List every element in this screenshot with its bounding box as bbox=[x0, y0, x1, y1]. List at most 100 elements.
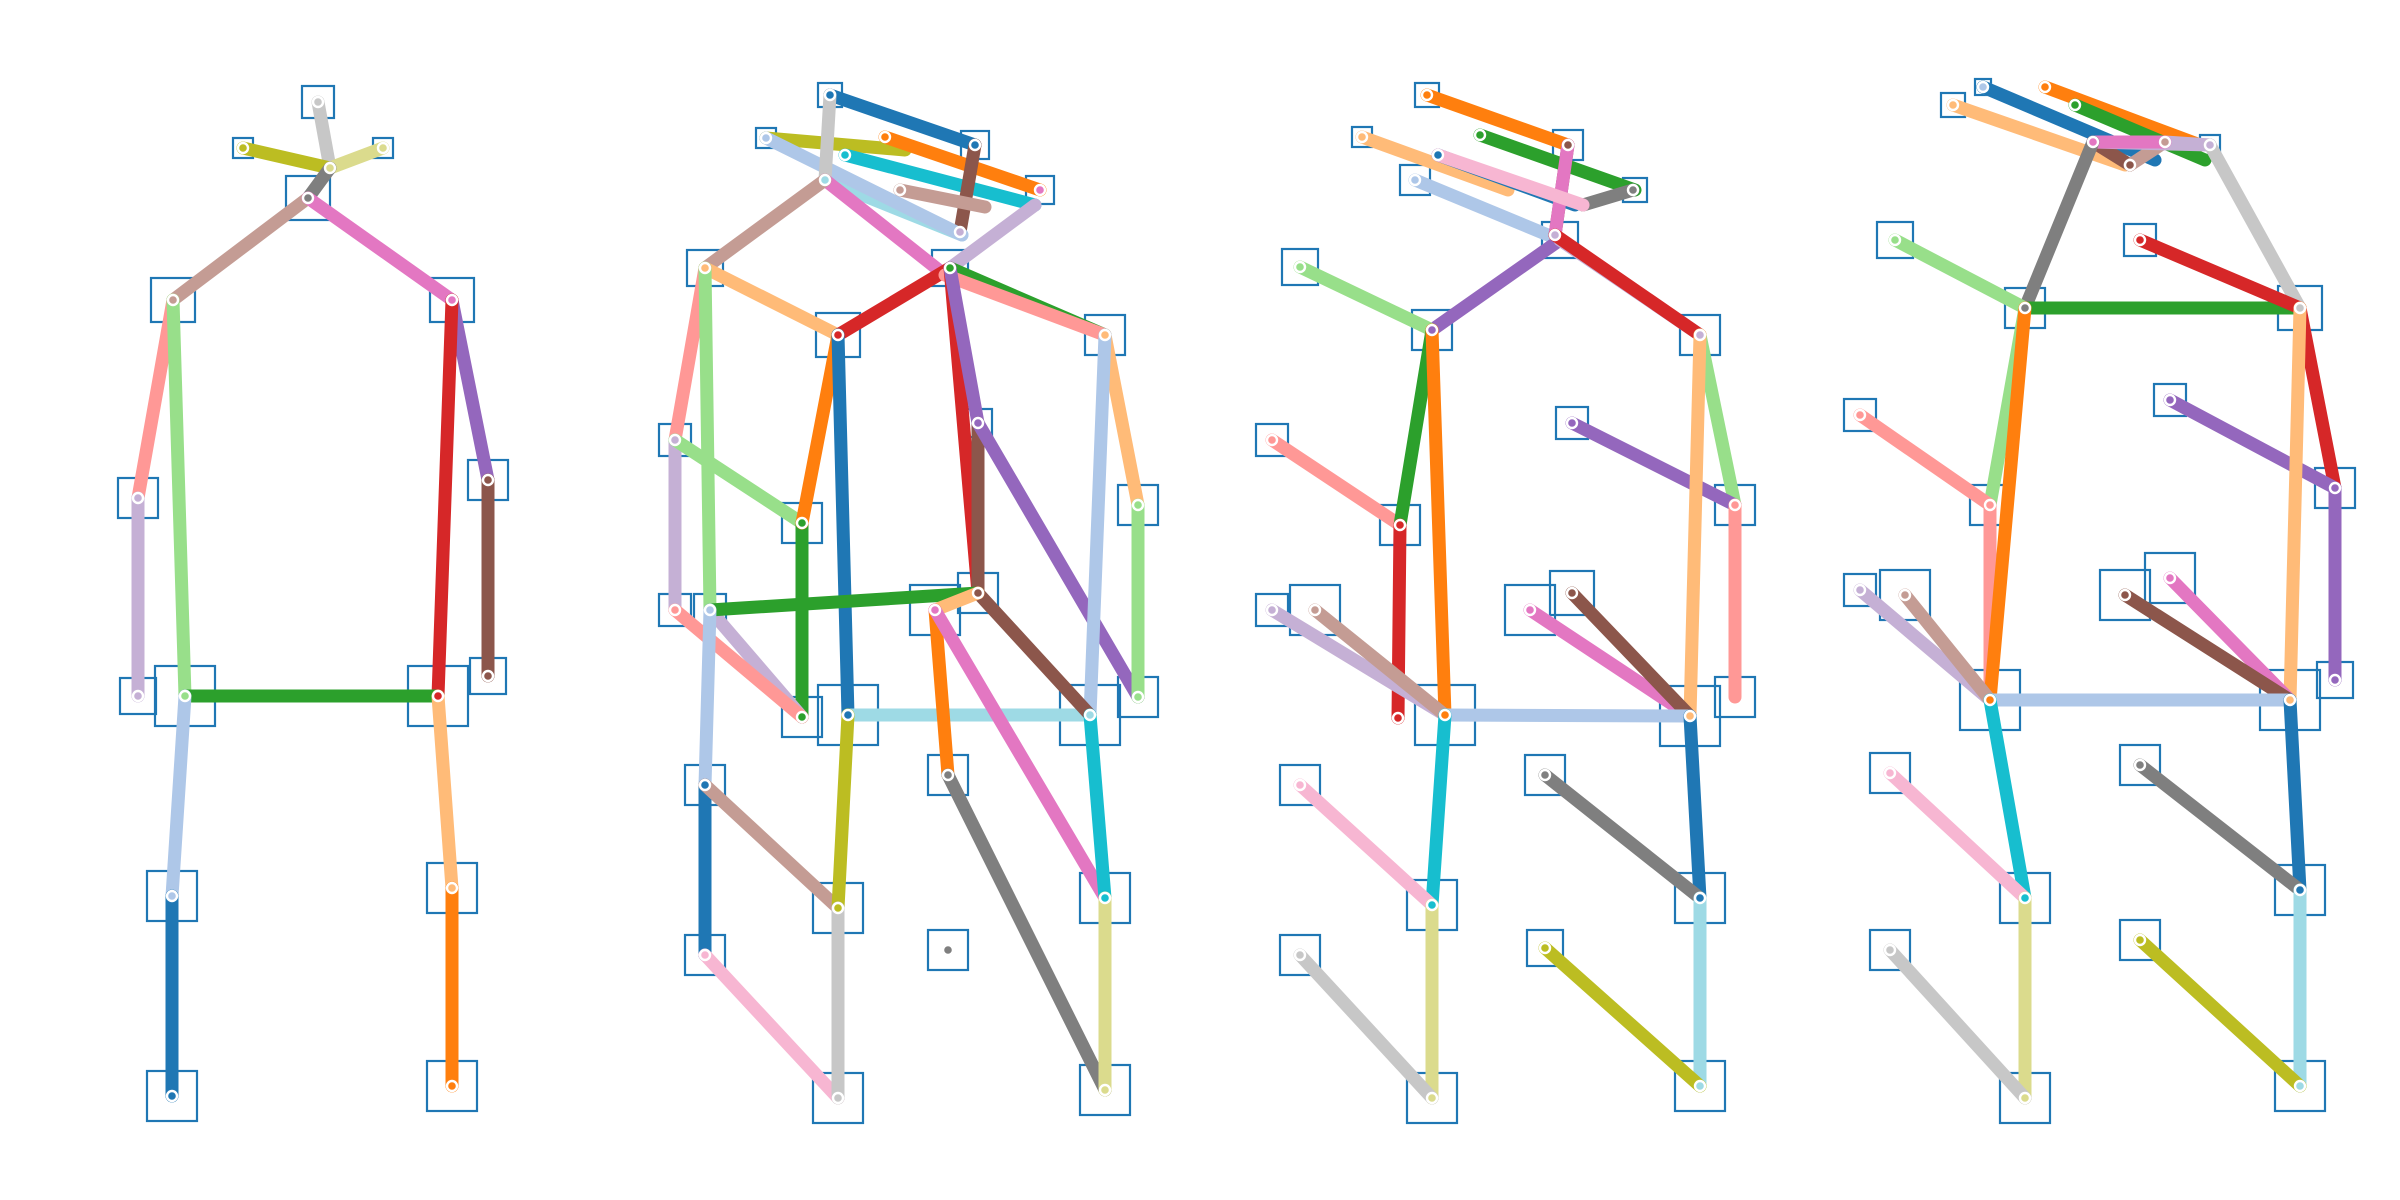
joint-dot bbox=[953, 225, 967, 239]
joint-dot bbox=[1626, 183, 1640, 197]
skeleton-4 bbox=[1842, 77, 2357, 1125]
joint-dot bbox=[795, 710, 809, 724]
keypoint-box bbox=[1254, 592, 1290, 628]
bone bbox=[1420, 88, 1575, 152]
joint-dot bbox=[2086, 135, 2100, 149]
joint-dot bbox=[1420, 88, 1434, 102]
bone bbox=[928, 603, 1112, 905]
joint-dot bbox=[1293, 260, 1307, 274]
bone bbox=[2018, 135, 2100, 315]
joint-dot bbox=[1425, 898, 1439, 912]
joint-dot bbox=[668, 603, 682, 617]
joint-dot bbox=[445, 293, 459, 307]
bone bbox=[838, 148, 1042, 212]
keypoint-boxes bbox=[1254, 81, 1757, 1125]
bone bbox=[1538, 768, 1707, 905]
bone bbox=[698, 261, 717, 617]
joint-dot bbox=[1946, 98, 1960, 112]
bone bbox=[759, 131, 912, 157]
joint-dot bbox=[1265, 603, 1279, 617]
joint-dot bbox=[1538, 941, 1552, 955]
joint-dot bbox=[2328, 481, 2342, 495]
keypoint-box bbox=[2143, 551, 2197, 605]
bone bbox=[311, 95, 337, 175]
joint-dot bbox=[311, 95, 325, 109]
bone bbox=[1883, 943, 2032, 1105]
joint-dot bbox=[1438, 708, 1452, 722]
joint-dot bbox=[1308, 603, 1322, 617]
joint-dot bbox=[1265, 433, 1279, 447]
joint-dot bbox=[1683, 709, 1697, 723]
joint-dot bbox=[2293, 301, 2307, 315]
bone bbox=[1538, 941, 1707, 1093]
bone bbox=[2133, 758, 2307, 897]
joint-dot bbox=[1561, 138, 1575, 152]
joint-dot bbox=[165, 1089, 179, 1103]
joint-dot bbox=[1083, 708, 1097, 722]
joint-dot bbox=[941, 768, 955, 782]
keypoint-box bbox=[1842, 397, 1878, 433]
keypoint-box bbox=[1280, 247, 1320, 287]
joint-dot bbox=[1693, 891, 1707, 905]
joint-dot bbox=[893, 183, 907, 197]
joint-dot bbox=[1473, 128, 1487, 142]
bones bbox=[668, 88, 1145, 1105]
bone bbox=[1548, 138, 1575, 242]
bone bbox=[2283, 693, 2307, 897]
joint-dot bbox=[2283, 693, 2297, 707]
bone bbox=[1293, 260, 1439, 337]
bones bbox=[131, 95, 495, 1103]
joint-dot bbox=[2163, 393, 2177, 407]
joint-dot bbox=[2203, 138, 2217, 152]
bone bbox=[878, 130, 1047, 197]
keypoint-box bbox=[1868, 751, 1912, 795]
bone bbox=[928, 603, 955, 782]
joint-dot bbox=[445, 881, 459, 895]
bone bbox=[1565, 586, 1697, 723]
keypoint-box bbox=[1523, 753, 1567, 797]
bones bbox=[1853, 80, 2342, 1105]
keypoint-box bbox=[284, 174, 332, 222]
bone bbox=[1431, 148, 1590, 212]
bone bbox=[1883, 766, 2032, 905]
joint-dot bbox=[2123, 158, 2137, 172]
joint-dot bbox=[1293, 948, 1307, 962]
skeleton-2 bbox=[657, 81, 1160, 1125]
bone bbox=[166, 191, 315, 307]
bone bbox=[1473, 128, 1642, 197]
bone bbox=[1425, 323, 1452, 722]
keypoint-box bbox=[1554, 405, 1590, 441]
bone bbox=[2118, 588, 2297, 707]
bone bbox=[165, 689, 192, 903]
joint-dot bbox=[1888, 233, 1902, 247]
bone bbox=[2203, 138, 2307, 315]
bone bbox=[943, 198, 1042, 275]
joint-dot bbox=[236, 141, 250, 155]
bone bbox=[1576, 183, 1640, 212]
joint-dot bbox=[1131, 690, 1145, 704]
bone bbox=[668, 433, 809, 530]
joints bbox=[131, 95, 495, 1103]
bone bbox=[1946, 98, 2132, 172]
joint-dot bbox=[301, 191, 315, 205]
keypoint-box bbox=[1842, 572, 1878, 608]
bone bbox=[1355, 130, 1515, 197]
joint-dot bbox=[1425, 1091, 1439, 1105]
bone bbox=[2293, 301, 2342, 495]
joint-dot bbox=[1355, 130, 1369, 144]
joint-dot bbox=[928, 603, 942, 617]
joint-dot bbox=[831, 901, 845, 915]
keypoint-box bbox=[1548, 569, 1596, 617]
bone bbox=[893, 183, 992, 214]
joint-dot bbox=[178, 689, 192, 703]
keypoint-box bbox=[1278, 933, 1322, 977]
bones bbox=[1265, 88, 1742, 1105]
joint-dot bbox=[2133, 758, 2147, 772]
keypoint-box bbox=[2118, 743, 2162, 787]
joint-dot bbox=[831, 1091, 845, 1105]
bone bbox=[1083, 708, 1112, 905]
bone bbox=[1888, 233, 2032, 315]
bone bbox=[1265, 433, 1407, 532]
bone bbox=[1983, 693, 2032, 905]
joint-dot bbox=[1393, 518, 1407, 532]
